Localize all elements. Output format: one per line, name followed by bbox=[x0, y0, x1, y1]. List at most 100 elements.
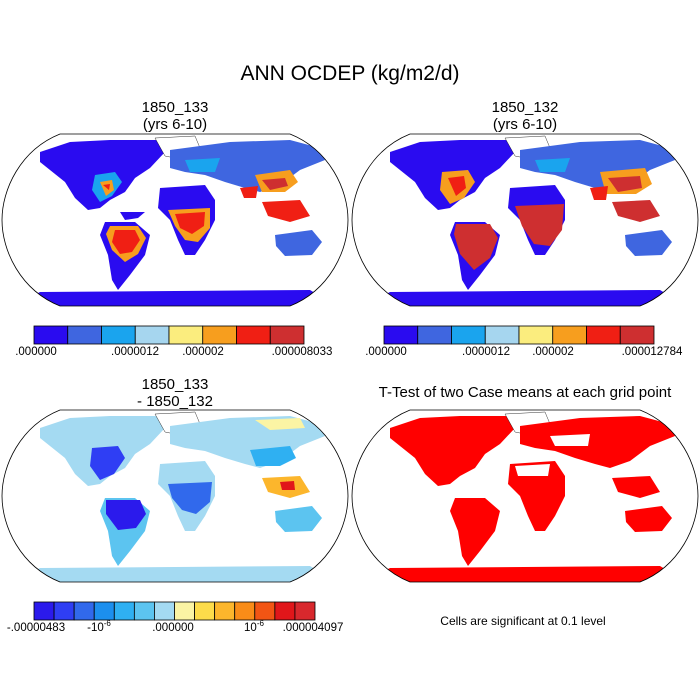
map-1850-133 bbox=[1, 133, 349, 307]
panel4-title-line1: T-Test of two Case means at each grid po… bbox=[378, 384, 672, 401]
colorbar-1-cell-5 bbox=[202, 325, 237, 345]
figure-title: ANN OCDEP (kg/m2/d) bbox=[240, 62, 460, 85]
colorbar-1-cell-6 bbox=[236, 325, 271, 345]
colorbar-2-cell-7 bbox=[619, 325, 655, 345]
colorbar-3-tick-2: .000000 bbox=[152, 622, 194, 634]
north-america-significant bbox=[390, 416, 515, 486]
colorbar-3-tick-0: -.00000483 bbox=[6, 622, 66, 634]
colorbar-3-tick-3-exp: -6 bbox=[256, 619, 264, 629]
colorbar-2-cell-3 bbox=[484, 325, 520, 345]
australia-significant bbox=[625, 506, 672, 532]
eastern-us-peak bbox=[448, 176, 466, 196]
amazon-decrease bbox=[106, 500, 146, 530]
australia-region bbox=[625, 230, 672, 256]
colorbar-3-cell-8 bbox=[194, 601, 216, 621]
colorbar-2-tick-1: .0000012 bbox=[462, 346, 510, 358]
australia-region bbox=[275, 506, 322, 532]
map-ttest bbox=[351, 409, 699, 583]
colorbar-3-tick-1-exp: -6 bbox=[103, 619, 111, 629]
colorbar-2-tick-2: .000002 bbox=[532, 346, 574, 358]
europe-region bbox=[185, 158, 220, 172]
colorbar-3-tick-1: -10-6 bbox=[87, 619, 111, 634]
india-region bbox=[590, 186, 608, 200]
colorbar-3-cell-10 bbox=[234, 601, 256, 621]
europe-region bbox=[535, 158, 570, 172]
panel3-title-line2: - 1850_132 bbox=[137, 393, 213, 410]
colorbar-3-cell-2 bbox=[73, 601, 95, 621]
colorbar-1-tick-3: .000008033 bbox=[271, 346, 333, 358]
colorbar-3-tick-3-base: 10 bbox=[244, 622, 257, 634]
colorbar-2 bbox=[383, 325, 655, 345]
colorbar-3-cell-1 bbox=[53, 601, 75, 621]
map-difference bbox=[1, 409, 349, 583]
panel1-title-line1: 1850_133 bbox=[141, 99, 209, 116]
eurasia-gap bbox=[550, 434, 590, 446]
africa-significant bbox=[508, 461, 565, 531]
colorbar-1-tick-1: .0000012 bbox=[111, 346, 159, 358]
antarctica-region bbox=[370, 290, 680, 306]
colorbar-2-cell-1 bbox=[417, 325, 452, 345]
eurasia-significant bbox=[520, 416, 675, 468]
panel3-title-line1: 1850_133 bbox=[141, 376, 209, 393]
colorbar-2-cell-0 bbox=[383, 325, 419, 345]
southeast-asia-significant bbox=[612, 476, 660, 498]
colorbar-1-tick-0: .000000 bbox=[15, 346, 57, 358]
siberia-region bbox=[255, 418, 305, 430]
colorbar-1-cell-4 bbox=[168, 325, 204, 345]
east-asia-peak bbox=[608, 176, 642, 192]
colorbar-3-cell-7 bbox=[174, 601, 195, 621]
colorbar-1-cell-0 bbox=[33, 325, 69, 345]
colorbar-3-tick-1-base: -10 bbox=[87, 622, 104, 634]
colorbar-3-tick-3: 10-6 bbox=[244, 619, 264, 634]
antarctica-region bbox=[20, 290, 330, 306]
colorbar-1-cell-1 bbox=[67, 325, 102, 345]
colorbar-2-cell-4 bbox=[518, 325, 554, 345]
antarctica-significant bbox=[370, 566, 680, 582]
antarctica-region bbox=[20, 566, 330, 582]
colorbar-1 bbox=[33, 325, 305, 345]
panel4-title: T-Test of two Case means at each grid po… bbox=[355, 384, 695, 401]
colorbar-3-cell-9 bbox=[214, 601, 236, 621]
map-border bbox=[1, 409, 349, 583]
map-border bbox=[351, 409, 699, 583]
colorbar-3 bbox=[33, 601, 316, 621]
panel1-title: 1850_133 (yrs 6-10) bbox=[75, 99, 275, 133]
colorbar-3-cell-6 bbox=[154, 601, 175, 621]
colorbar-1-tick-2: .000002 bbox=[182, 346, 224, 358]
panel2-title-line1: 1850_132 bbox=[491, 99, 559, 116]
colorbar-2-cell-5 bbox=[552, 325, 587, 345]
amazon-peak bbox=[112, 230, 140, 254]
southeast-asia-region bbox=[262, 200, 310, 222]
eastern-us-peak bbox=[103, 184, 110, 190]
panel2-title-line2: (yrs 6-10) bbox=[492, 116, 558, 133]
south-america-significant bbox=[450, 498, 500, 566]
southeast-asia-peak bbox=[280, 481, 295, 490]
east-asia-peak bbox=[262, 178, 288, 190]
map-1850-132 bbox=[351, 133, 699, 307]
colorbar-3-cell-13 bbox=[294, 601, 316, 621]
colorbar-3-tick-4: .000004097 bbox=[282, 622, 344, 634]
central-africa-decrease bbox=[168, 482, 212, 514]
eastern-us-decrease bbox=[90, 446, 125, 480]
australia-region bbox=[275, 230, 322, 256]
colorbar-3-cell-3 bbox=[93, 601, 115, 621]
colorbar-2-cell-2 bbox=[451, 325, 486, 345]
sahara-gap bbox=[515, 464, 550, 476]
caribbean-region bbox=[120, 212, 145, 220]
map-border bbox=[1, 133, 349, 307]
colorbar-3-cell-11 bbox=[254, 601, 276, 621]
southeast-asia-region bbox=[612, 200, 660, 222]
south-america-peak bbox=[454, 224, 498, 270]
panel3-title: 1850_133 - 1850_132 bbox=[75, 376, 275, 410]
colorbar-3-cell-12 bbox=[274, 601, 296, 621]
colorbar-1-cell-7 bbox=[269, 325, 305, 345]
panel2-title: 1850_132 (yrs 6-10) bbox=[425, 99, 625, 133]
colorbar-2-tick-3: .000012784 bbox=[621, 346, 683, 358]
india-region bbox=[240, 186, 258, 198]
east-asia-region bbox=[250, 446, 296, 466]
map-border bbox=[351, 133, 699, 307]
colorbar-1-cell-3 bbox=[134, 325, 170, 345]
central-africa-peak bbox=[515, 204, 564, 246]
colorbar-3-cell-4 bbox=[113, 601, 135, 621]
colorbar-3-cell-0 bbox=[33, 601, 55, 621]
